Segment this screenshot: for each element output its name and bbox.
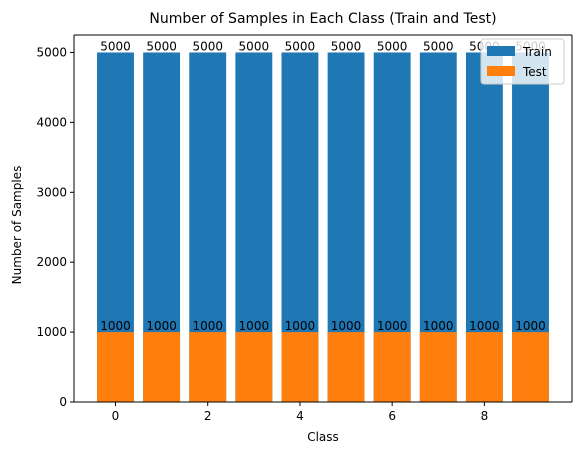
x-tick-label-0: 0 xyxy=(112,409,120,423)
data-label-test-1: 1000 xyxy=(146,319,177,333)
data-label-test-0: 1000 xyxy=(100,319,131,333)
bar-test-6 xyxy=(373,332,411,402)
data-label-test-9: 1000 xyxy=(515,319,546,333)
data-label-test-6: 1000 xyxy=(377,319,408,333)
data-label-train-3: 5000 xyxy=(239,39,270,53)
data-label-train-4: 5000 xyxy=(285,39,316,53)
legend-swatch-train xyxy=(487,46,515,56)
data-label-train-5: 5000 xyxy=(331,39,362,53)
legend-label-test: Test xyxy=(522,65,547,79)
y-tick-label-4000: 4000 xyxy=(36,115,67,129)
y-tick-label-5000: 5000 xyxy=(36,45,67,59)
legend-swatch-test xyxy=(487,66,515,76)
bar-test-2 xyxy=(189,332,227,402)
y-axis-label: Number of Samples xyxy=(10,166,24,285)
x-tick-label-6: 6 xyxy=(388,409,396,423)
bar-test-3 xyxy=(235,332,273,402)
bar-test-7 xyxy=(419,332,457,402)
data-label-test-2: 1000 xyxy=(192,319,223,333)
data-label-test-3: 1000 xyxy=(239,319,270,333)
x-tick-label-8: 8 xyxy=(481,409,489,423)
data-label-train-1: 5000 xyxy=(146,39,177,53)
y-tick-label-2000: 2000 xyxy=(36,255,67,269)
chart-title: Number of Samples in Each Class (Train a… xyxy=(149,11,496,27)
data-label-train-7: 5000 xyxy=(423,39,454,53)
data-label-test-8: 1000 xyxy=(469,319,500,333)
bar-test-9 xyxy=(512,332,549,402)
bar-test-1 xyxy=(143,332,181,402)
x-tick-label-2: 2 xyxy=(204,409,212,423)
bar-test-8 xyxy=(465,332,503,402)
x-tick-label-4: 4 xyxy=(296,409,304,423)
legend: Train Test xyxy=(480,38,565,85)
data-label-train-6: 5000 xyxy=(377,39,408,53)
y-tick-label-1000: 1000 xyxy=(36,325,67,339)
data-label-train-0: 5000 xyxy=(100,39,131,53)
data-label-test-4: 1000 xyxy=(285,319,316,333)
data-label-train-2: 5000 xyxy=(192,39,223,53)
x-axis-label: Class xyxy=(307,430,339,444)
data-label-test-5: 1000 xyxy=(331,319,362,333)
bar-test-4 xyxy=(281,332,319,402)
bar-test-5 xyxy=(327,332,365,402)
bar-test-0 xyxy=(97,332,134,402)
plot-area: 5000500050005000500050005000500050005000… xyxy=(36,34,573,423)
y-tick-label-0: 0 xyxy=(59,395,67,409)
y-tick-label-3000: 3000 xyxy=(36,185,67,199)
data-label-test-7: 1000 xyxy=(423,319,454,333)
legend-label-train: Train xyxy=(522,45,552,59)
